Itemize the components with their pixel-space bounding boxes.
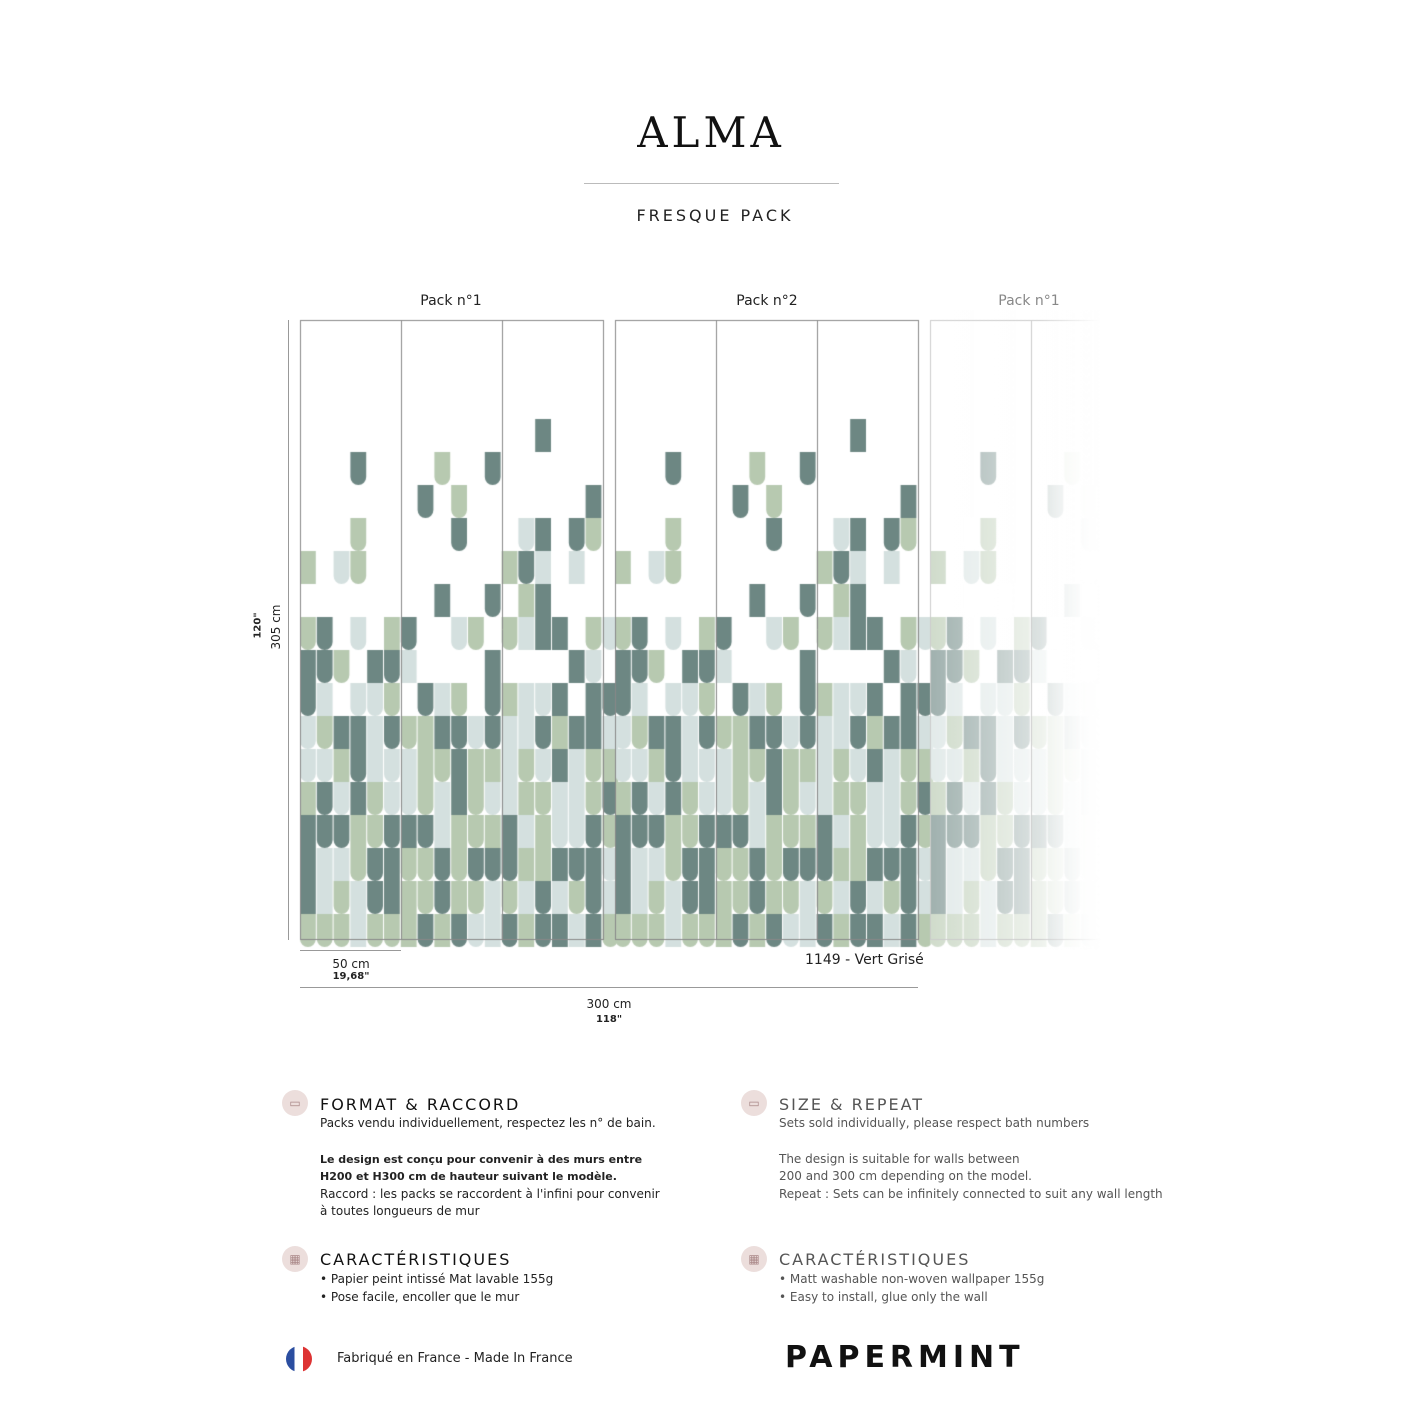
pack-label-2: Pack n°2	[736, 293, 798, 309]
total-cm: 300 cm	[586, 997, 632, 1011]
wallpaper-roll-icon: ▦	[282, 1246, 308, 1272]
wallpaper-roll-icon: ▦	[741, 1246, 767, 1272]
format-title-fr: FORMAT & RACCORD	[320, 1095, 521, 1114]
strip-in: 19,68"	[332, 971, 370, 982]
format-line: Packs vendu individuellement, respectez …	[320, 1116, 656, 1130]
strip-dimension-line	[300, 950, 401, 951]
char-line: • Easy to install, glue only the wall	[779, 1289, 988, 1304]
char-line: • Papier peint intissé Mat lavable 155g	[320, 1272, 554, 1286]
format-line: à toutes longueurs de mur	[320, 1204, 480, 1218]
product-subtitle: FRESQUE PACK	[636, 206, 794, 225]
pack-label-1: Pack n°1	[420, 293, 482, 309]
char-line: • Matt washable non-woven wallpaper 155g	[779, 1272, 1045, 1286]
format-title-en: SIZE & REPEAT	[779, 1095, 925, 1114]
tape-measure-icon: ▭	[282, 1090, 308, 1116]
char-title-fr: CARACTÉRISTIQUES	[320, 1250, 512, 1269]
colorway-label: 1149 - Vert Grisé	[805, 952, 924, 968]
format-text-en: Sets sold individually, please respect b…	[779, 1115, 1163, 1203]
pack-label-3: Pack n°1	[998, 293, 1060, 309]
product-title: ALMA	[637, 108, 785, 157]
strip-cm: 50 cm	[332, 957, 370, 971]
papermint-logo: PAPERMINT	[785, 1340, 1025, 1375]
char-title-en: CARACTÉRISTIQUES	[779, 1250, 971, 1269]
char-text-fr: • Papier peint intissé Mat lavable 155g …	[320, 1271, 553, 1306]
tape-measure-icon: ▭	[741, 1090, 767, 1116]
format-line: H200 et H300 cm de hauteur suivant le mo…	[320, 1170, 617, 1183]
height-dimension-line	[288, 320, 289, 940]
format-line: Repeat : Sets can be infinitely connecte…	[779, 1186, 1163, 1201]
height-in: 120"	[252, 612, 264, 639]
height-cm: 305 cm	[269, 604, 283, 650]
title-divider	[584, 183, 839, 184]
format-line: Sets sold individually, please respect b…	[779, 1116, 1090, 1130]
total-in: 118"	[595, 1014, 623, 1025]
total-dimension-line	[300, 987, 918, 988]
wallpaper-pattern-preview	[290, 310, 1110, 950]
format-line: 200 and 300 cm depending on the model.	[779, 1169, 1032, 1183]
char-line: • Pose facile, encoller que le mur	[320, 1289, 520, 1304]
format-text-fr: Packs vendu individuellement, respectez …	[320, 1115, 660, 1221]
format-line: Le design est conçu pour convenir à des …	[320, 1152, 643, 1166]
format-line: The design is suitable for walls between	[779, 1151, 1020, 1166]
made-in-france-badge	[286, 1346, 312, 1372]
char-text-en: • Matt washable non-woven wallpaper 155g…	[779, 1271, 1044, 1306]
made-in-france-text: Fabriqué en France - Made In France	[337, 1351, 573, 1366]
format-line: Raccord : les packs se raccordent à l'in…	[320, 1186, 660, 1201]
